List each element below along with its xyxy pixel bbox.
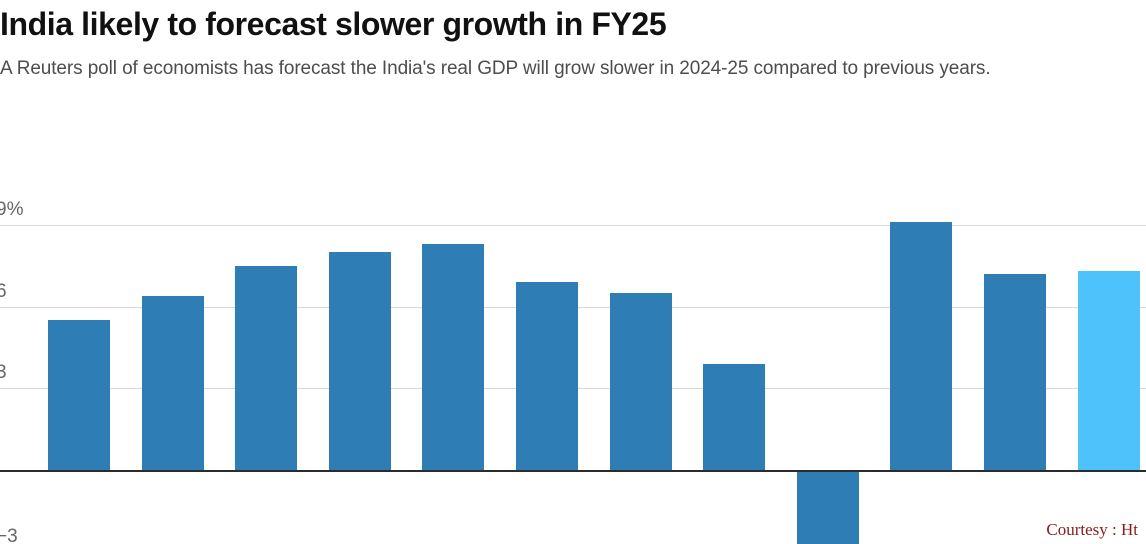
chart-plot-area: 9% 6 3 −3 [0, 195, 1146, 544]
y-axis-tick-label: 9% [0, 199, 24, 221]
bar [516, 282, 578, 470]
bar [328, 252, 391, 470]
bar [609, 293, 672, 470]
page-title: India likely to forecast slower growth i… [0, 6, 667, 42]
chart-header: India likely to forecast slower growth i… [0, 0, 1146, 83]
bar [1077, 271, 1140, 470]
bar [890, 222, 953, 470]
courtesy-credit: Courtesy : Ht [1046, 520, 1138, 539]
y-axis-tick-label: 3 [0, 362, 7, 384]
bar [48, 320, 110, 470]
y-axis-tick-label: −3 [0, 525, 18, 544]
chart-subtitle: A Reuters poll of economists has forecas… [0, 57, 991, 79]
bar [141, 295, 204, 470]
chart-bars [0, 195, 1146, 544]
bar [703, 363, 766, 470]
bar [796, 472, 859, 544]
bar [984, 274, 1046, 470]
bar [235, 266, 298, 470]
gridline-9 [0, 225, 1146, 227]
bar [422, 244, 485, 470]
zero-baseline [0, 470, 1146, 472]
y-axis-tick-label: 6 [0, 280, 7, 302]
